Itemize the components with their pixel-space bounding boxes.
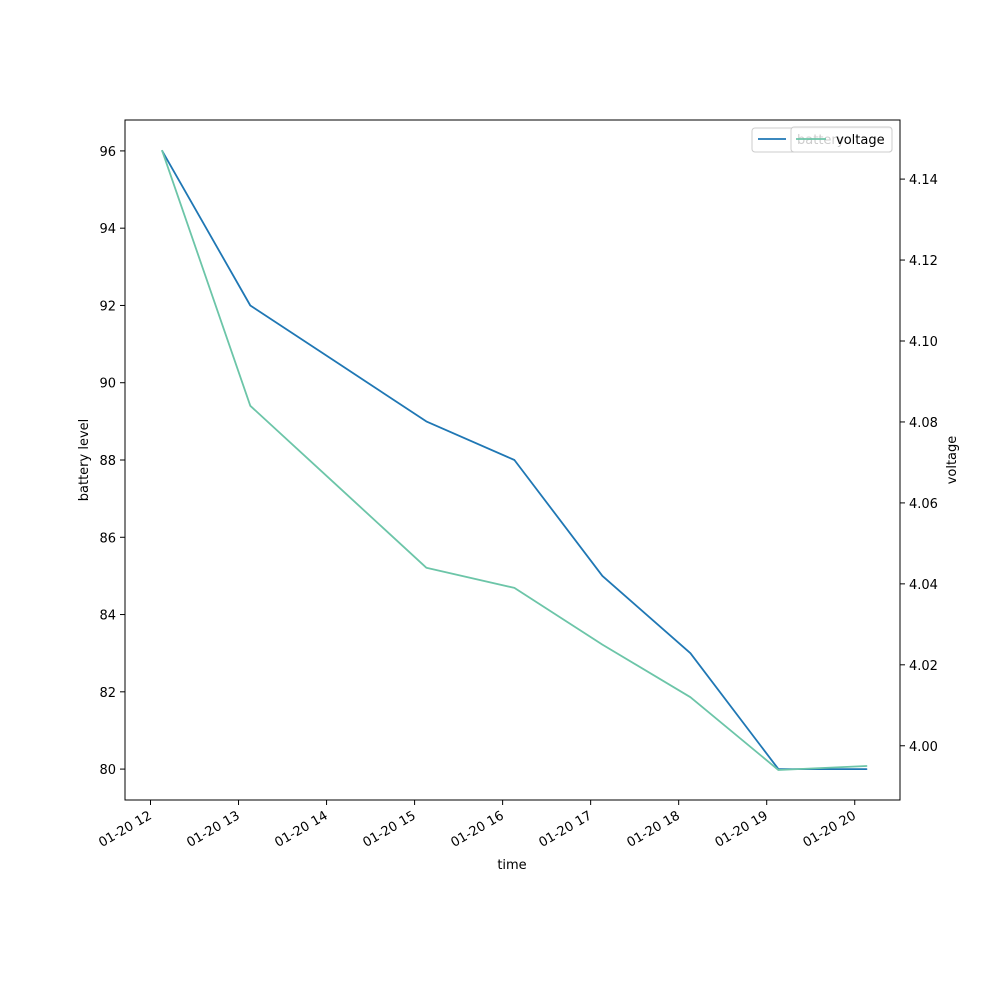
x-tick-label: 01-20 20 <box>801 808 859 850</box>
y-tick-label: 86 <box>99 531 116 546</box>
y-axis-left: 80 82 84 86 88 90 92 94 96 <box>99 145 125 778</box>
y2-tick-label: 4.14 <box>909 173 938 188</box>
y-tick-label: 92 <box>99 299 116 314</box>
y2-axis-label: voltage <box>945 436 960 485</box>
legend-voltage-box <box>790 126 893 153</box>
x-tick-label: 01-20 17 <box>537 808 595 850</box>
x-tick-label: 01-20 12 <box>96 808 154 850</box>
series-line-voltage <box>161 149 868 771</box>
y-axis-label: battery level <box>77 419 92 502</box>
legend-voltage: voltage <box>790 126 893 153</box>
x-tick-label: 01-20 14 <box>272 808 330 850</box>
y-tick-label: 94 <box>99 222 116 237</box>
x-tick-label: 01-20 18 <box>625 808 683 850</box>
legend-voltage-label: voltage <box>836 133 885 148</box>
x-axis: 01-20 12 01-20 13 01-20 14 01-20 15 01-20 16… <box>96 800 859 851</box>
series-layer <box>161 149 868 771</box>
y2-tick-label: 4.12 <box>909 254 938 269</box>
x-tick-label: 01-20 19 <box>713 808 771 850</box>
y-tick-label: 84 <box>99 609 116 624</box>
series-line-battery <box>161 149 868 770</box>
x-tick-label: 01-20 13 <box>184 808 242 850</box>
y2-tick-label: 4.06 <box>909 497 938 512</box>
y-tick-label: 96 <box>99 145 116 160</box>
y-tick-label: 88 <box>99 454 116 469</box>
y2-tick-label: 4.10 <box>909 335 938 350</box>
y2-tick-label: 4.08 <box>909 416 938 431</box>
y-tick-label: 82 <box>99 686 116 701</box>
y-tick-label: 90 <box>99 377 116 392</box>
y2-tick-label: 4.02 <box>909 659 938 674</box>
x-tick-label: 01-20 16 <box>448 808 506 850</box>
y-axis-right: 4.00 4.02 4.04 4.06 4.08 4.10 4.12 4.14 <box>900 173 938 755</box>
x-axis-label: time <box>497 858 526 873</box>
y-tick-label: 80 <box>99 763 116 778</box>
y2-tick-label: 4.04 <box>909 578 938 593</box>
y2-tick-label: 4.00 <box>909 740 938 755</box>
x-tick-label: 01-20 15 <box>360 808 418 850</box>
